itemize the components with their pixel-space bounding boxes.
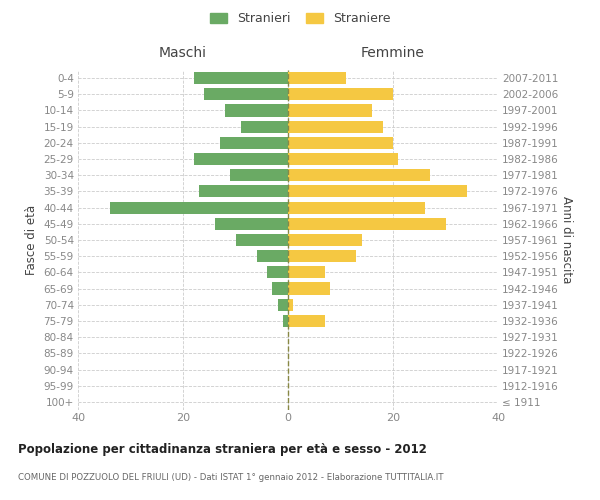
Bar	[288, 72, 346, 84]
Y-axis label: Fasce di età: Fasce di età	[25, 205, 38, 275]
Bar	[288, 250, 356, 262]
Bar	[272, 282, 288, 294]
Bar	[288, 88, 393, 101]
Text: Femmine: Femmine	[361, 46, 425, 60]
Text: Popolazione per cittadinanza straniera per età e sesso - 2012: Popolazione per cittadinanza straniera p…	[18, 442, 427, 456]
Bar	[109, 202, 288, 213]
Bar	[288, 153, 398, 165]
Bar	[288, 298, 293, 311]
Bar	[204, 88, 288, 101]
Text: Maschi: Maschi	[159, 46, 207, 60]
Bar	[288, 234, 361, 246]
Bar	[220, 137, 288, 149]
Bar	[277, 298, 288, 311]
Bar	[257, 250, 288, 262]
Bar	[199, 186, 288, 198]
Bar	[235, 234, 288, 246]
Bar	[288, 202, 425, 213]
Bar	[288, 218, 445, 230]
Bar	[288, 282, 330, 294]
Bar	[283, 315, 288, 327]
Bar	[241, 120, 288, 132]
Bar	[288, 315, 325, 327]
Bar	[267, 266, 288, 278]
Bar	[288, 104, 372, 117]
Bar	[288, 186, 467, 198]
Bar	[288, 120, 383, 132]
Bar	[225, 104, 288, 117]
Bar	[288, 137, 393, 149]
Bar	[288, 169, 430, 181]
Y-axis label: Anni di nascita: Anni di nascita	[560, 196, 573, 284]
Bar	[193, 153, 288, 165]
Legend: Stranieri, Straniere: Stranieri, Straniere	[206, 8, 394, 29]
Text: COMUNE DI POZZUOLO DEL FRIULI (UD) - Dati ISTAT 1° gennaio 2012 - Elaborazione T: COMUNE DI POZZUOLO DEL FRIULI (UD) - Dat…	[18, 472, 443, 482]
Bar	[215, 218, 288, 230]
Bar	[288, 266, 325, 278]
Bar	[230, 169, 288, 181]
Bar	[193, 72, 288, 84]
